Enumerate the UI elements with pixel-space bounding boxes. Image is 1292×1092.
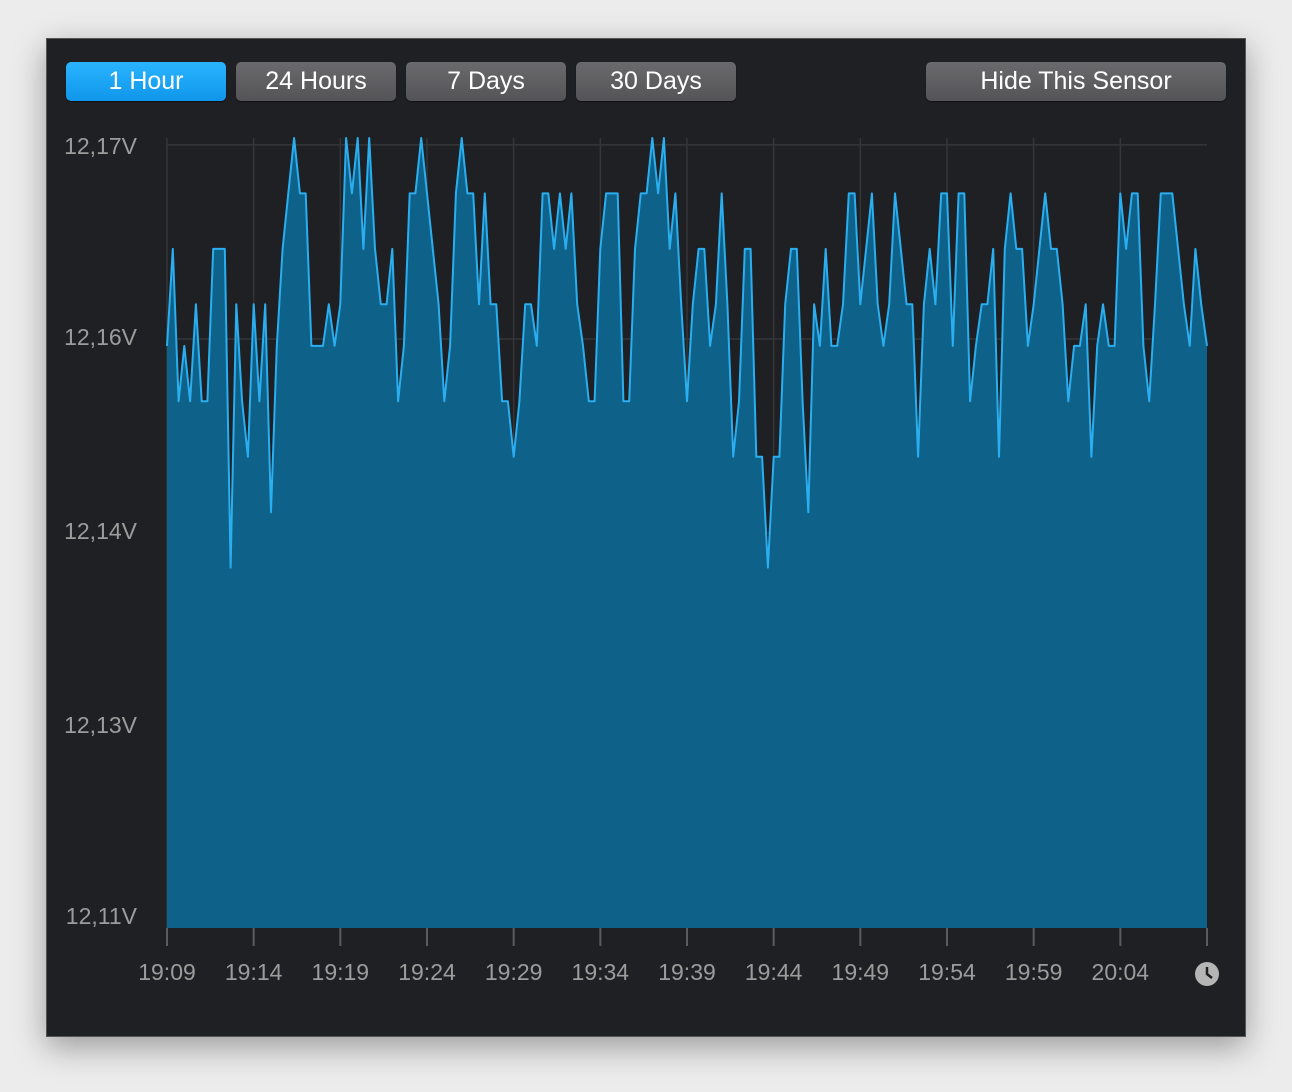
y-tick-label: 12,11V [66,903,138,929]
sensor-panel: 1 Hour 24 Hours 7 Days 30 Days Hide This… [46,38,1246,1037]
y-tick-label: 12,17V [64,133,138,159]
x-tick-label: 19:34 [572,959,630,985]
range-button[interactable]: 24 Hours [236,62,396,101]
y-tick-label: 12,14V [64,518,138,544]
x-tick-label: 19:09 [138,959,196,985]
range-button[interactable]: 7 Days [406,62,566,101]
x-tick-label: 19:49 [832,959,890,985]
x-tick-label: 19:39 [658,959,716,985]
x-tick-label: 20:04 [1092,959,1150,985]
x-tick-label: 19:54 [918,959,976,985]
hide-sensor-button[interactable]: Hide This Sensor [926,62,1226,101]
y-tick-label: 12,13V [64,712,138,738]
chart: 12,17V 12,16V 12,14V 12,13V 12,11V 19:09 19:14… [64,133,1219,986]
range-button[interactable]: 1 Hour [66,62,226,101]
area-fill [167,138,1207,928]
range-button[interactable]: 30 Days [576,62,736,101]
x-tick-label: 19:44 [745,959,803,985]
x-tick-label: 19:59 [1005,959,1063,985]
data-line [166,137,1208,569]
x-tick-label: 19:19 [312,959,370,985]
x-tick-label: 19:14 [225,959,283,985]
x-tick-label: 19:29 [485,959,543,985]
y-tick-label: 12,16V [64,324,138,350]
clock-icon [1195,962,1219,986]
x-tick-label: 19:24 [398,959,456,985]
